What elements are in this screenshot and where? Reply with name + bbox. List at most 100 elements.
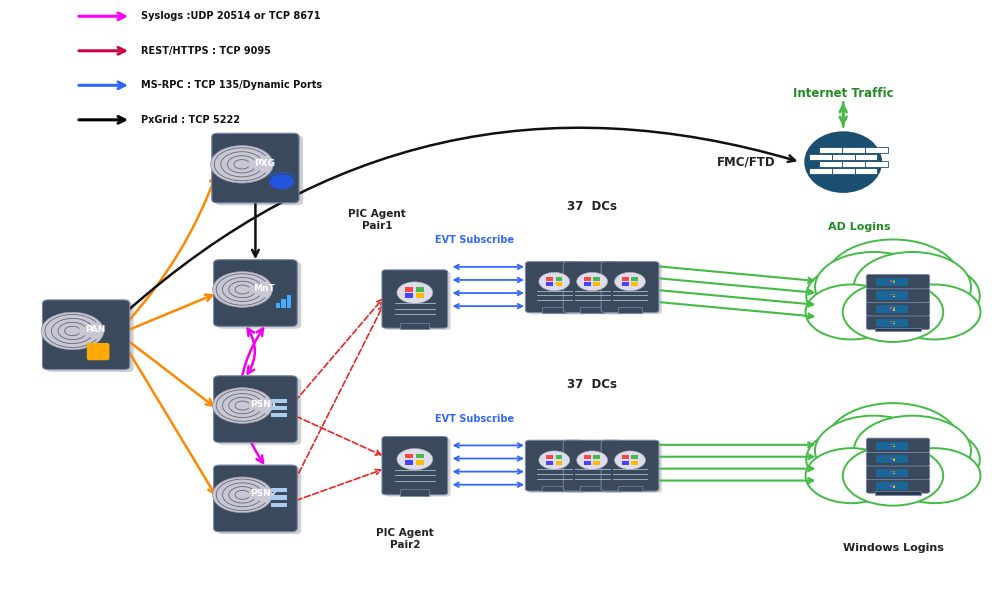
Text: AD Logins: AD Logins (828, 222, 891, 232)
FancyBboxPatch shape (216, 136, 303, 205)
Circle shape (213, 388, 273, 423)
Circle shape (806, 427, 915, 492)
FancyBboxPatch shape (417, 453, 425, 459)
FancyBboxPatch shape (406, 460, 414, 465)
FancyBboxPatch shape (406, 453, 414, 459)
FancyBboxPatch shape (819, 161, 842, 167)
Circle shape (538, 451, 569, 469)
FancyBboxPatch shape (890, 446, 892, 447)
FancyBboxPatch shape (271, 399, 287, 403)
FancyBboxPatch shape (890, 473, 892, 474)
FancyBboxPatch shape (546, 455, 553, 459)
FancyBboxPatch shape (555, 277, 562, 281)
Circle shape (397, 282, 433, 303)
Circle shape (805, 448, 897, 503)
FancyBboxPatch shape (417, 287, 425, 292)
FancyBboxPatch shape (601, 262, 659, 313)
FancyBboxPatch shape (890, 486, 892, 488)
FancyBboxPatch shape (271, 495, 287, 499)
FancyBboxPatch shape (385, 438, 451, 496)
FancyBboxPatch shape (876, 482, 908, 490)
FancyBboxPatch shape (563, 262, 621, 313)
FancyBboxPatch shape (892, 485, 895, 486)
FancyBboxPatch shape (892, 282, 895, 283)
FancyBboxPatch shape (417, 460, 425, 465)
FancyBboxPatch shape (890, 282, 892, 283)
Text: Internet Traffic: Internet Traffic (793, 87, 893, 100)
FancyBboxPatch shape (890, 321, 892, 322)
Circle shape (41, 312, 104, 350)
FancyBboxPatch shape (865, 147, 888, 154)
FancyBboxPatch shape (842, 147, 865, 154)
FancyBboxPatch shape (621, 277, 628, 281)
FancyBboxPatch shape (854, 168, 877, 174)
Circle shape (888, 285, 980, 340)
FancyBboxPatch shape (875, 328, 921, 331)
Text: PSN2: PSN2 (251, 489, 278, 498)
Circle shape (854, 252, 971, 322)
FancyBboxPatch shape (866, 479, 930, 493)
Circle shape (815, 416, 932, 486)
FancyBboxPatch shape (621, 455, 628, 459)
FancyBboxPatch shape (832, 154, 854, 160)
FancyBboxPatch shape (876, 291, 908, 300)
FancyBboxPatch shape (865, 161, 888, 167)
FancyBboxPatch shape (866, 315, 930, 329)
FancyBboxPatch shape (593, 277, 600, 281)
FancyBboxPatch shape (621, 282, 628, 286)
Text: PIC Agent
Pair2: PIC Agent Pair2 (376, 528, 434, 550)
FancyBboxPatch shape (890, 485, 892, 486)
Text: PAN: PAN (85, 325, 105, 334)
Text: FMC/FTD: FMC/FTD (717, 155, 775, 169)
Circle shape (826, 403, 960, 483)
FancyBboxPatch shape (579, 307, 604, 313)
FancyBboxPatch shape (212, 133, 299, 203)
FancyBboxPatch shape (875, 492, 921, 495)
FancyBboxPatch shape (892, 471, 895, 472)
FancyBboxPatch shape (528, 264, 586, 315)
FancyBboxPatch shape (892, 473, 895, 474)
FancyBboxPatch shape (892, 307, 895, 309)
FancyBboxPatch shape (401, 489, 430, 496)
Circle shape (538, 272, 569, 291)
FancyBboxPatch shape (892, 444, 895, 446)
FancyBboxPatch shape (890, 323, 892, 324)
Circle shape (854, 416, 971, 486)
FancyBboxPatch shape (866, 301, 930, 316)
FancyBboxPatch shape (601, 440, 659, 491)
FancyBboxPatch shape (525, 262, 583, 313)
Ellipse shape (805, 132, 881, 192)
Circle shape (397, 448, 433, 470)
Circle shape (614, 272, 645, 291)
FancyBboxPatch shape (584, 282, 591, 286)
FancyBboxPatch shape (809, 154, 832, 160)
FancyBboxPatch shape (46, 302, 134, 372)
FancyBboxPatch shape (593, 455, 600, 459)
FancyBboxPatch shape (866, 465, 930, 480)
FancyBboxPatch shape (271, 502, 287, 507)
Text: Syslogs :UDP 20514 or TCP 8671: Syslogs :UDP 20514 or TCP 8671 (141, 11, 321, 22)
Circle shape (576, 272, 607, 291)
Circle shape (806, 263, 915, 328)
FancyBboxPatch shape (621, 461, 628, 465)
Text: PSN1: PSN1 (251, 400, 278, 409)
FancyBboxPatch shape (584, 461, 591, 465)
FancyBboxPatch shape (631, 455, 638, 459)
Text: Windows Logins: Windows Logins (842, 543, 943, 553)
FancyBboxPatch shape (876, 469, 908, 477)
FancyBboxPatch shape (563, 440, 621, 491)
FancyBboxPatch shape (631, 461, 638, 465)
Text: REST/HTTPS : TCP 9095: REST/HTTPS : TCP 9095 (141, 46, 271, 56)
FancyBboxPatch shape (890, 307, 892, 309)
FancyBboxPatch shape (546, 461, 553, 465)
FancyBboxPatch shape (631, 282, 638, 286)
FancyBboxPatch shape (890, 457, 892, 459)
FancyBboxPatch shape (214, 376, 298, 443)
Text: PXG: PXG (254, 158, 275, 167)
FancyBboxPatch shape (579, 486, 604, 492)
FancyBboxPatch shape (382, 270, 448, 328)
FancyBboxPatch shape (892, 323, 895, 324)
FancyBboxPatch shape (214, 465, 298, 532)
FancyBboxPatch shape (866, 451, 930, 466)
Circle shape (213, 477, 273, 512)
